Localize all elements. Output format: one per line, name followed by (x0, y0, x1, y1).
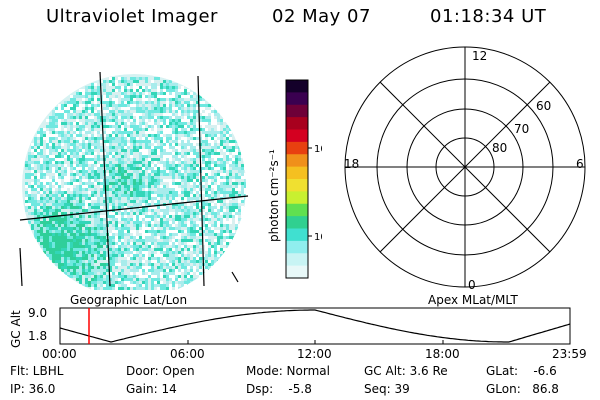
instrument-title: Ultraviolet Imager (46, 6, 218, 27)
seq-info: Seq: 39 (364, 382, 410, 396)
mlat-label-60: 60 (536, 99, 551, 113)
colorbar-band (286, 191, 308, 205)
gain-info: Gain: 14 (126, 382, 177, 396)
door-info: Door: Open (126, 364, 195, 378)
longitude-line (231, 271, 239, 283)
altitude-xtick-0600: 06:00 (170, 347, 205, 361)
altitude-ytick-low: 1.8 (28, 329, 47, 343)
gc-alt-info: GC Alt: 3.6 Re (364, 364, 448, 378)
longitude-line (99, 71, 111, 287)
mlt-label-0: 0 (468, 278, 476, 292)
altitude-xtick-0000: 00:00 (42, 347, 77, 361)
colorbar-band (286, 141, 308, 155)
globe-projection-label: Geographic Lat/Lon (70, 293, 188, 307)
mlt-label-6: 6 (576, 157, 584, 171)
glat-info: GLat: -6.6 (486, 364, 557, 378)
mlt-label-18: 18 (344, 157, 359, 171)
colorbar-band (286, 104, 308, 118)
filter-info: Flt: LBHL (10, 364, 64, 378)
colorbar-band (286, 92, 308, 106)
colorbar-band (286, 166, 308, 180)
longitude-line (19, 247, 23, 287)
altitude-xtick-1200: 12:00 (297, 347, 332, 361)
polar-plot: 12 18 6 0 60 70 80 (344, 46, 586, 292)
mlat-label-70: 70 (514, 122, 529, 136)
colorbar-band (286, 265, 308, 279)
mode-info: Mode: Normal (246, 364, 330, 378)
time-label: 01:18:34 UT (430, 6, 547, 27)
altitude-plot: 9.0 1.8 GC Alt 00:00 06:00 12:00 18:00 2… (9, 306, 587, 361)
globe-image (19, 71, 249, 290)
altitude-curve (59, 309, 571, 343)
mlt-label-12: 12 (472, 49, 487, 63)
colorbar-band (286, 80, 308, 93)
latitude-line (19, 195, 249, 221)
altitude-xtick-1800: 18:00 (425, 347, 460, 361)
polar-diagonal (379, 81, 551, 253)
altitude-ytick-high: 9.0 (28, 306, 47, 320)
colorbar-band (286, 203, 308, 217)
colorbar-tick-100: 100 (314, 144, 322, 155)
colorbar-band (286, 228, 308, 242)
colorbar-band (286, 179, 308, 192)
ip-info: IP: 36.0 (10, 382, 56, 396)
colorbar-band (286, 154, 308, 168)
colorbar-band (286, 117, 308, 131)
colorbar-band (286, 129, 308, 143)
colorbar-band (286, 240, 308, 254)
colorbar: 100 10 photon cm⁻²s⁻¹ (267, 79, 322, 279)
polar-projection-label: Apex MLat/MLT (428, 293, 518, 307)
longitude-line (197, 75, 205, 287)
colorbar-unit-label: photon cm⁻²s⁻¹ (267, 149, 281, 242)
altitude-ylabel: GC Alt (9, 310, 23, 348)
mlat-label-80: 80 (492, 141, 507, 155)
colorbar-band (286, 253, 308, 267)
colorbar-band (286, 216, 308, 230)
glon-info: GLon: 86.8 (486, 382, 559, 396)
altitude-xtick-2359: 23:59 (552, 347, 587, 361)
colorbar-tick-10: 10 (314, 232, 322, 243)
date-label: 02 May 07 (272, 6, 371, 27)
dsp-info: Dsp: -5.8 (246, 382, 312, 396)
